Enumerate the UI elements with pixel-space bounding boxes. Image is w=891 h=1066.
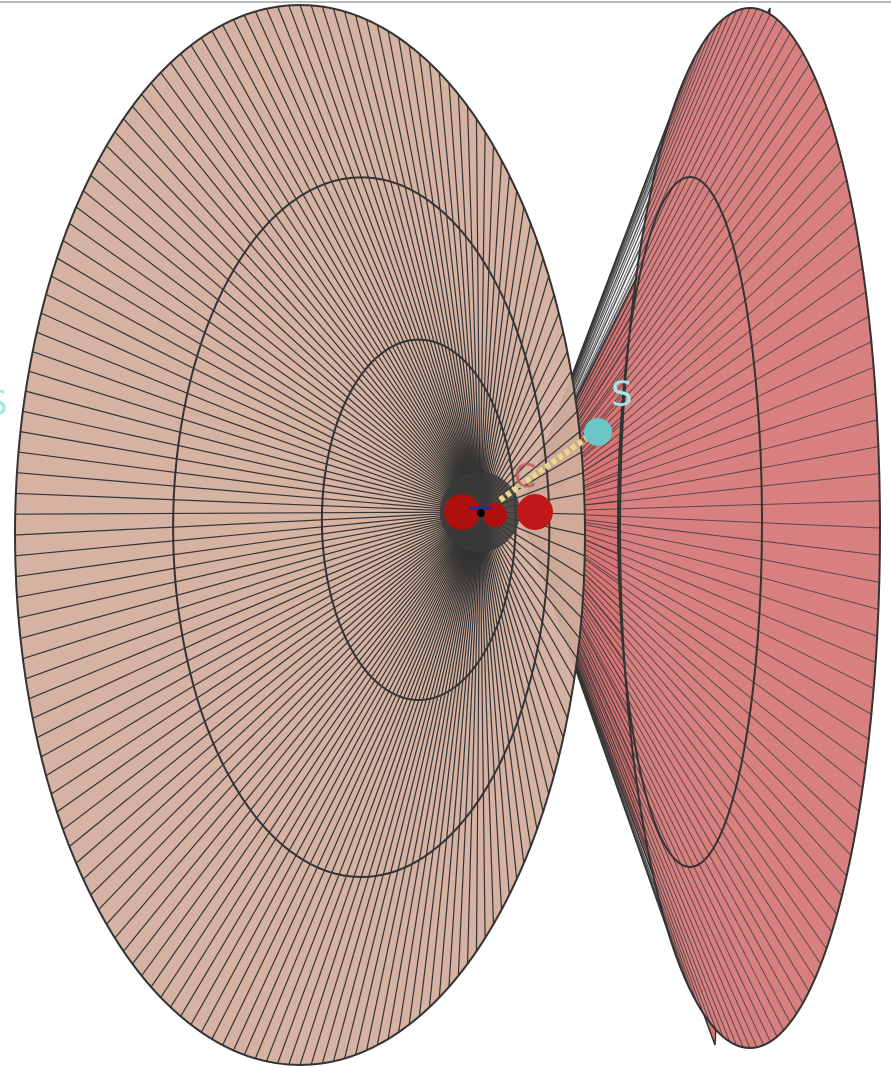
- sulfur-atom: [584, 418, 612, 446]
- lobe: [517, 494, 553, 530]
- atom-label: C: [514, 457, 536, 495]
- page: {"labels": {"sulfur_left": "S", "sulfur_…: [0, 0, 891, 1066]
- molecule-view: C S S: [0, 0, 891, 1066]
- atom-label: S: [611, 375, 633, 415]
- atom-core: [477, 509, 485, 517]
- atom-label: S: [0, 384, 8, 424]
- lobe: [444, 494, 480, 530]
